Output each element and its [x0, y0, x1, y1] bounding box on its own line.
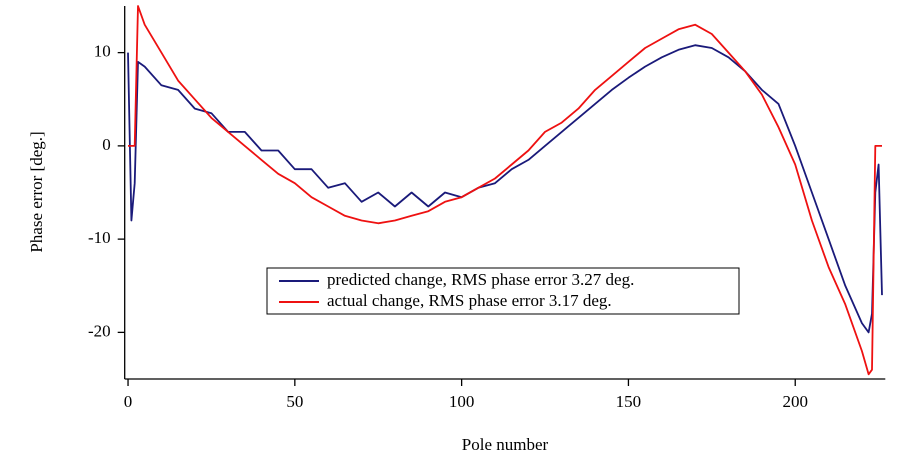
x-axis-label: Pole number	[462, 435, 549, 454]
legend-box	[266, 267, 740, 315]
legend-label: actual change, RMS phase error 3.17 deg.	[327, 291, 612, 310]
data-line	[127, 44, 883, 334]
y-axis-label: Phase error [deg.]	[27, 131, 46, 252]
y-tick-label: 10	[94, 42, 111, 61]
y-tick-label: 0	[102, 135, 111, 154]
x-tick-label: 200	[782, 392, 808, 411]
x-tick-label: 0	[124, 392, 133, 411]
legend-label: predicted change, RMS phase error 3.27 d…	[327, 270, 634, 289]
data-line	[128, 5, 882, 376]
x-tick-label: 100	[449, 392, 475, 411]
x-tick-label: 50	[286, 392, 303, 411]
y-tick-label: -20	[88, 321, 111, 340]
x-tick-label: 150	[616, 392, 642, 411]
legend: predicted change, RMS phase error 3.27 d…	[266, 267, 740, 315]
y-tick-label: -10	[88, 228, 111, 247]
